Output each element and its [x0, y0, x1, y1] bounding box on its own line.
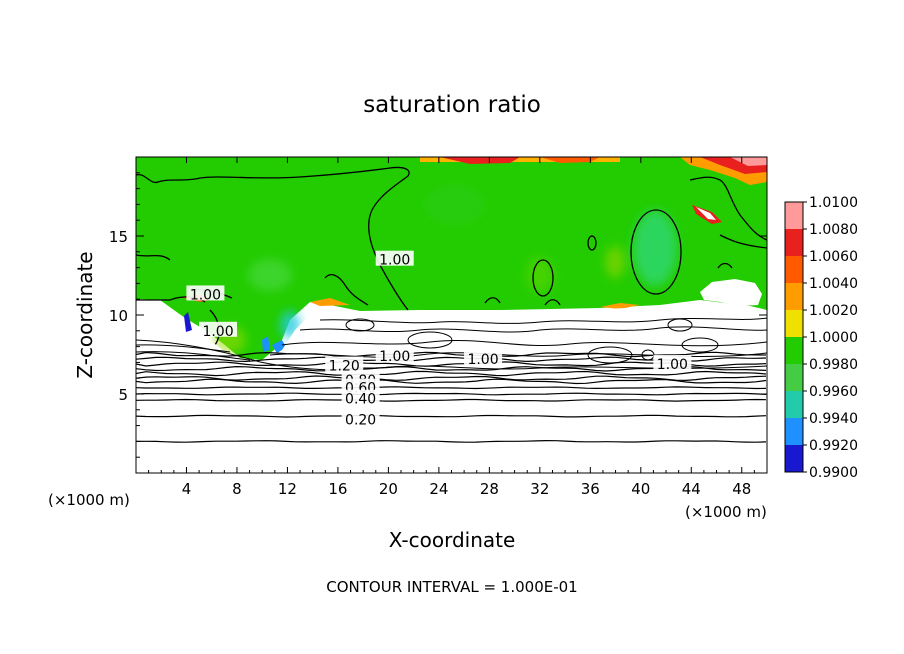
plot-area: 1.001.001.001.001.001.001.200.800.600.40… — [136, 157, 767, 473]
green-field — [136, 157, 767, 360]
x-tick-label: 48 — [732, 480, 751, 498]
colorbar-swatch — [785, 418, 803, 446]
colorbar-swatch — [785, 310, 803, 338]
contour-label-bg — [341, 389, 380, 405]
contour-label: 1.00 — [467, 352, 498, 368]
colorbar-swatch — [785, 337, 803, 365]
contour-label-bg — [653, 354, 692, 370]
colorbar: 1.0100 1.0080 1.0060 1.0040 1.0020 1.0000 0.99… — [784, 195, 858, 481]
x-tick-label: 12 — [278, 480, 297, 498]
colorbar-swatch — [785, 391, 803, 419]
x-tick-label: 44 — [682, 480, 701, 498]
horizontal-contour-line — [136, 378, 767, 385]
contour-label: 1.00 — [657, 357, 688, 373]
contour-label: 1.00 — [379, 253, 410, 269]
contour-label: 1.00 — [379, 349, 410, 365]
x-tick-label: 32 — [530, 480, 549, 498]
contour-label: 0.20 — [345, 412, 376, 428]
colorbar-swatch — [785, 202, 803, 230]
contour-label-bg — [375, 250, 414, 266]
x-unit-label: (×1000 m) — [685, 503, 767, 521]
y-axis-label: Z-coordinate — [73, 251, 97, 378]
horizontal-contour-line — [136, 439, 767, 443]
contour-label-bg — [199, 321, 238, 337]
contour-label-bg — [375, 347, 414, 363]
x-tick-label: 8 — [232, 480, 242, 498]
colorbar-level-label: 1.0040 — [809, 276, 858, 292]
x-axis: 4 8 12 16 20 24 28 32 36 40 44 48 — [148, 157, 768, 498]
colorbar-level-label: 1.0080 — [809, 222, 858, 238]
colorbar-level-label: 0.9940 — [809, 411, 858, 427]
colorbar-swatch — [785, 256, 803, 284]
contours-upper — [136, 166, 767, 346]
contour-label-bg — [464, 350, 503, 366]
x-tick-label: 24 — [429, 480, 448, 498]
colorbar-level-label: 1.0000 — [809, 330, 858, 346]
colorbar-level-label: 0.9980 — [809, 357, 858, 373]
contour-label: 1.00 — [190, 287, 221, 303]
y-tick-label: 10 — [109, 307, 128, 325]
x-tick-label: 16 — [328, 480, 347, 498]
contour-label: 0.40 — [345, 392, 376, 408]
x-axis-label: X-coordinate — [389, 528, 516, 552]
chart-title: saturation ratio — [363, 92, 541, 118]
colorbar-level-label: 1.0020 — [809, 303, 858, 319]
colorbar-swatch — [785, 445, 803, 473]
colorbar-level-label: 1.0060 — [809, 249, 858, 265]
horizontal-contour-line — [136, 398, 767, 402]
top-high-band — [420, 157, 767, 224]
x-tick-label: 28 — [480, 480, 499, 498]
horizontal-contour-line — [136, 386, 767, 390]
contours-lower — [136, 317, 767, 371]
contour-labels: 1.001.001.001.001.001.001.200.800.600.40… — [186, 250, 692, 428]
colorbar-swatch — [785, 229, 803, 257]
colorbar-level-label: 0.9960 — [809, 384, 858, 400]
x-tick-label: 36 — [581, 480, 600, 498]
z-unit-label: (×1000 m) — [48, 491, 130, 509]
x-tick-label: 20 — [379, 480, 398, 498]
horizontal-contour-line — [136, 370, 767, 377]
x-tick-label: 4 — [182, 480, 192, 498]
contour-label-bg — [341, 410, 380, 426]
contour-label: 1.00 — [202, 324, 233, 340]
colorbar-level-label: 0.9900 — [809, 465, 858, 481]
colorbar-level-label: 0.9920 — [809, 438, 858, 454]
colorbar-level-label: 1.0100 — [809, 195, 858, 211]
colorbar-swatch — [785, 364, 803, 392]
y-tick-label: 5 — [118, 386, 128, 404]
colorbar-swatch — [785, 283, 803, 311]
horizontal-contour-line — [136, 414, 767, 418]
contour-label-bg — [186, 285, 225, 301]
y-axis: 5 10 15 — [109, 172, 767, 458]
right-white-patch — [700, 279, 762, 306]
contour-label: 1.20 — [329, 359, 360, 375]
contour-label-bg — [325, 356, 364, 372]
horizontal-contour-line — [136, 392, 767, 396]
horizontal-contour-line — [136, 375, 767, 382]
x-tick-label: 40 — [631, 480, 650, 498]
contour-interval-note: CONTOUR INTERVAL = 1.000E-01 — [326, 578, 577, 596]
y-tick-label: 15 — [109, 228, 128, 246]
